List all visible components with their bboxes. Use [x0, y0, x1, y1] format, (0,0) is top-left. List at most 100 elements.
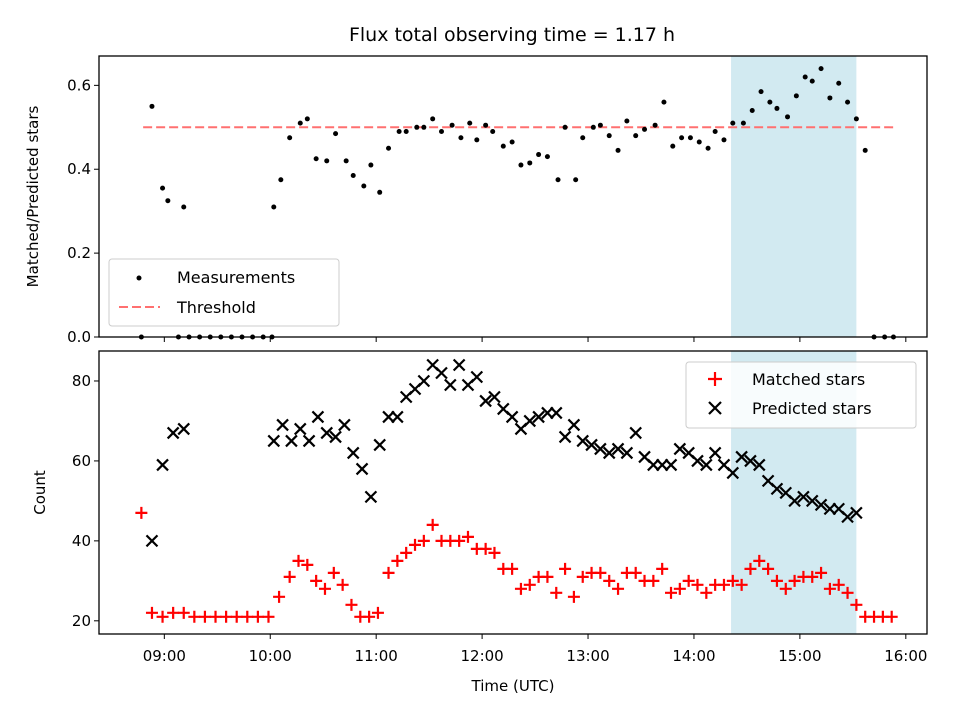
measurement-point	[696, 139, 702, 145]
predicted-stars-point	[805, 494, 819, 508]
predicted-stars-point	[611, 442, 625, 456]
measurement-point	[740, 120, 746, 126]
matched-stars-point	[550, 586, 563, 599]
x-axis-label: Time (UTC)	[471, 677, 555, 695]
predicted-stars-point	[479, 394, 492, 408]
measurement-point	[165, 198, 171, 204]
predicted-stars-point	[267, 434, 281, 448]
predicted-stars-point	[177, 422, 191, 436]
measurement-point	[555, 177, 561, 183]
matched-stars-point	[514, 582, 527, 595]
predicted-stars-point	[505, 410, 519, 424]
measurement-point	[597, 122, 603, 128]
measurement-point	[573, 177, 579, 183]
matched-stars-point	[612, 582, 625, 595]
measurement-point	[670, 143, 676, 149]
predicted-stars-point	[391, 410, 404, 424]
predicted-stars-point	[558, 430, 572, 444]
measurement-point	[712, 128, 718, 134]
predicted-stars-point	[293, 422, 307, 436]
x-tick-label: 16:00	[884, 647, 927, 665]
bottom-panel-frame	[98, 350, 928, 635]
y-tick-label: 40	[72, 532, 91, 550]
measurement-point	[785, 114, 791, 120]
legend-predicted-marker	[708, 401, 722, 415]
matched-stars-point	[691, 578, 704, 591]
matched-stars-point	[682, 574, 695, 587]
matched-stars-point	[363, 610, 376, 623]
x-tick-label: 10:00	[249, 647, 292, 665]
measurement-point	[818, 66, 824, 72]
predicted-stars-point	[329, 430, 342, 444]
y-tick-label: 60	[72, 452, 91, 470]
measurement-point	[606, 133, 612, 139]
predicted-stars-point	[700, 458, 713, 472]
y-tick-label: 0.2	[67, 244, 91, 262]
matched-stars-point	[815, 566, 828, 579]
matched-stars-point	[336, 578, 349, 591]
matched-stars-point	[665, 586, 678, 599]
legend-matched-marker	[708, 372, 722, 386]
measurement-point	[767, 99, 773, 105]
matched-stars-point	[327, 566, 340, 579]
x-tick-label: 09:00	[143, 647, 186, 665]
predicted-stars-point	[841, 510, 854, 524]
measurement-point	[853, 116, 859, 122]
y-tick-label: 0.6	[67, 76, 91, 94]
legend-measurements-label: Measurements	[177, 268, 295, 287]
x-tick-label: 11:00	[355, 647, 398, 665]
measurement-point	[467, 120, 473, 126]
predicted-stars-point	[364, 490, 378, 504]
matched-stars-point	[762, 562, 775, 575]
predicted-stars-point	[770, 482, 784, 496]
highlight-span-top	[731, 56, 857, 337]
predicted-stars-point	[673, 442, 687, 456]
matched-stars-point	[156, 610, 169, 623]
measurement-point	[287, 135, 293, 141]
matched-stars-point	[488, 546, 501, 559]
measurement-point	[350, 173, 356, 179]
predicted-stars-point	[594, 442, 607, 456]
bottom-legend: Matched stars Predicted stars	[685, 361, 917, 429]
matched-stars-point	[241, 610, 254, 623]
matched-stars-point	[841, 586, 854, 599]
matched-stars-point	[426, 518, 439, 531]
predicted-stars-point	[276, 418, 289, 432]
measurement-point	[304, 116, 310, 122]
measurement-point	[438, 128, 444, 134]
matched-stars-point	[603, 574, 616, 587]
matched-stars-point	[726, 574, 739, 587]
predicted-stars-point	[585, 438, 598, 452]
predicted-stars-point	[664, 458, 678, 472]
y-tick-label: 20	[72, 612, 91, 630]
measurement-point	[458, 135, 464, 141]
measurement-point	[396, 128, 402, 134]
bottom-panel: 20 40 60 80 Count Matched stars Predicted s…	[31, 350, 928, 639]
measurement-point	[386, 145, 392, 151]
top-panel: 0.0 0.2 0.4 0.6 Matched/Predicted stars Mea…	[24, 55, 928, 346]
measurement-point	[343, 158, 349, 164]
measurement-point	[361, 183, 367, 189]
predicted-stars-point	[470, 370, 484, 384]
predicted-stars-point	[532, 410, 545, 424]
predicted-stars-point	[814, 498, 828, 512]
matched-stars-point	[673, 582, 686, 595]
measurement-point	[544, 154, 550, 160]
measurement-point	[313, 156, 319, 162]
matched-stars-point	[479, 542, 492, 555]
matched-stars-point	[301, 558, 314, 571]
matched-stars-point	[753, 554, 766, 567]
matched-stars-point	[283, 570, 296, 583]
matched-stars-point	[717, 578, 730, 591]
measurement-point	[500, 143, 506, 149]
measurement-point	[793, 93, 799, 99]
measurement-point	[827, 95, 833, 101]
matched-stars-point	[453, 534, 466, 547]
predicted-stars-point	[788, 494, 801, 508]
matched-stars-point	[209, 610, 222, 623]
x-tick-label: 14:00	[672, 647, 715, 665]
measurement-point	[536, 152, 542, 158]
matched-stars-point	[523, 578, 536, 591]
predicted-stars-point	[435, 366, 448, 380]
measurement-point	[518, 162, 524, 168]
